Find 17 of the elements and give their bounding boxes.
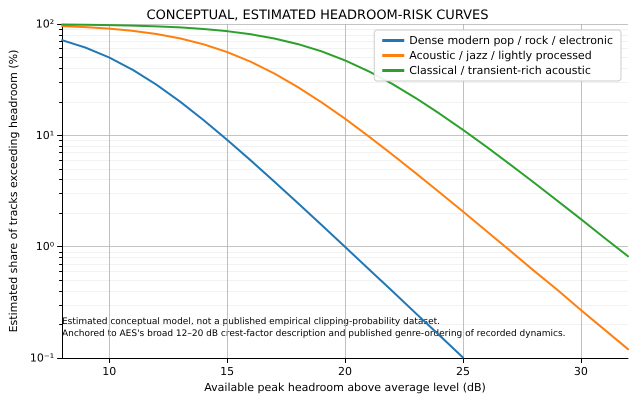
- legend-label: Classical / transient-rich acoustic: [409, 64, 591, 77]
- x-tick-label: 20: [338, 365, 352, 378]
- y-tick-label: 10²: [36, 18, 54, 30]
- x-tick-label: 15: [220, 365, 234, 378]
- line-series: [61, 25, 629, 350]
- x-tick-label: 10: [102, 365, 116, 378]
- y-tick-label: 10⁰: [36, 240, 55, 254]
- y-tick-label: 10⁻¹: [30, 352, 54, 364]
- y-axis-title: Estimated share of tracks exceeding headroom (%): [7, 50, 20, 332]
- line-series: [61, 23, 629, 258]
- x-tick-label: 25: [456, 365, 470, 378]
- chart-title: CONCEPTUAL, ESTIMATED HEADROOM-RISK CURVES: [146, 8, 489, 23]
- x-axis-title: Available peak headroom above average level (dB): [204, 380, 486, 394]
- x-tick-label: 30: [574, 365, 588, 378]
- y-tick-label: 10¹: [36, 128, 54, 142]
- legend-label: Dense modern pop / rock / electronic: [409, 34, 614, 47]
- legend-label: Acoustic / jazz / lightly processed: [409, 49, 592, 62]
